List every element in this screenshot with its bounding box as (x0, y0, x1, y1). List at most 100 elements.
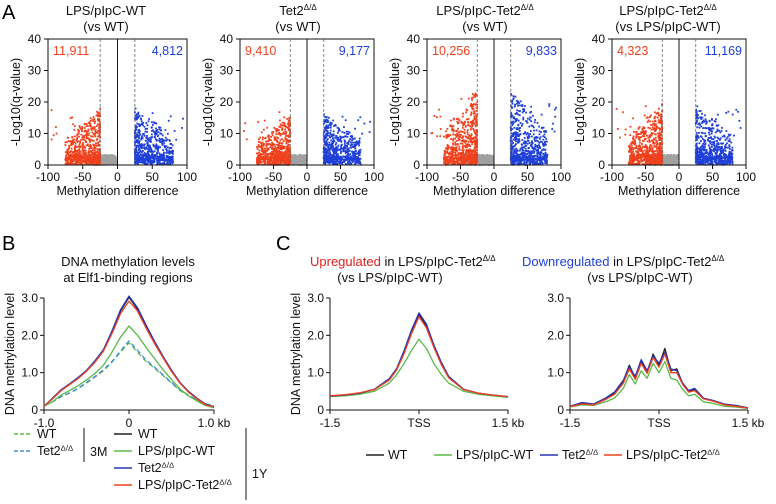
volcano-point (84, 158, 87, 161)
volcano-point (453, 154, 455, 157)
volcano-point (105, 161, 108, 163)
volcano-point (145, 159, 148, 162)
volcano-point (98, 119, 101, 122)
volcano-point (369, 120, 372, 123)
volcano-point (519, 147, 522, 150)
volcano-point (67, 140, 70, 142)
volcano-point (73, 158, 76, 160)
volcano-point (83, 123, 86, 126)
volcano-point (103, 159, 106, 162)
volcano-point (166, 161, 169, 164)
volcano-point (285, 158, 288, 161)
volcano-point (162, 149, 164, 152)
volcano-point (335, 146, 338, 149)
volcano-point (330, 135, 333, 138)
volcano-point (257, 138, 260, 141)
volcano-point (487, 155, 489, 158)
volcano-point (285, 146, 288, 149)
volcano-point (337, 139, 340, 142)
volcano-point (463, 162, 465, 165)
volcano-point (451, 146, 453, 149)
volcano-point (137, 115, 140, 118)
volcano-point (297, 157, 300, 160)
volcano-point (142, 156, 144, 159)
volcano-point (461, 115, 464, 118)
volcano-point (281, 160, 284, 162)
volcano-point (150, 149, 153, 152)
volcano-point (98, 120, 101, 123)
volcano-point (152, 154, 155, 157)
volcano-point (153, 155, 156, 157)
volcano-point (458, 119, 461, 122)
volcano-point (448, 161, 451, 164)
volcano-point (341, 157, 343, 160)
volcano-point (73, 145, 76, 148)
volcano-point (451, 156, 454, 158)
volcano-point (279, 126, 282, 129)
volcano-point (93, 122, 96, 125)
volcano-point (352, 151, 355, 153)
volcano-point (276, 146, 279, 149)
volcano-point (461, 154, 464, 157)
volcano-point (154, 131, 157, 134)
volcano-point (94, 158, 96, 161)
volcano-point (466, 151, 469, 154)
volcano-point (167, 152, 169, 154)
volcano-point (90, 150, 92, 152)
volcano-point (328, 160, 331, 163)
volcano-point (77, 149, 80, 152)
volcano-point (283, 116, 286, 119)
volcano-point (258, 155, 260, 158)
volcano-point (162, 153, 165, 156)
volcano-point (168, 139, 171, 141)
volcano-point (113, 158, 115, 161)
volcano-point (161, 140, 163, 143)
volcano-point (101, 161, 103, 164)
volcano-point (78, 143, 81, 146)
volcano-point (135, 154, 138, 157)
volcano-point (465, 145, 468, 148)
volcano-point (479, 154, 482, 157)
volcano-point (70, 153, 73, 156)
volcano-point (462, 140, 465, 143)
x-tick-label: 100 (364, 170, 384, 184)
volcano-point (136, 141, 139, 143)
volcano-point (457, 139, 460, 142)
volcano-point (335, 155, 337, 158)
volcano-point (76, 156, 78, 159)
volcano-point (155, 153, 158, 156)
volcano-point (90, 147, 93, 149)
volcano-point (352, 138, 355, 141)
volcano-point (97, 148, 100, 151)
volcano-point (295, 154, 298, 157)
volcano-point (443, 135, 445, 138)
volcano-point (153, 157, 156, 159)
volcano-point (357, 119, 360, 122)
volcano-point (449, 146, 451, 149)
volcano-point (281, 129, 284, 131)
volcano-point (467, 162, 470, 165)
volcano-point (150, 147, 153, 150)
volcano-point (326, 119, 329, 122)
volcano-point (475, 114, 478, 117)
volcano-point (450, 157, 453, 160)
volcano-point (346, 149, 349, 152)
volcano-point (91, 152, 94, 154)
volcano-point (324, 151, 327, 153)
volcano-point (284, 154, 287, 157)
volcano-point (349, 135, 352, 138)
panel-a-volcano-plots: LPS/pIpC-WT(vs WT)11,911 4,812-100 -50 0 50 1… (9, 3, 756, 198)
volcano-point (277, 143, 280, 146)
y-tick-label: 40 (28, 32, 42, 46)
volcano-point (346, 162, 349, 165)
volcano-point (265, 153, 267, 156)
volcano-point (342, 155, 345, 158)
volcano-point (448, 155, 450, 158)
volcano-point (84, 156, 86, 158)
volcano-point (336, 126, 339, 129)
volcano-point (273, 155, 276, 157)
volcano-point (347, 148, 350, 151)
volcano-point (286, 154, 289, 156)
volcano-point (343, 126, 345, 128)
volcano-point (460, 159, 462, 162)
